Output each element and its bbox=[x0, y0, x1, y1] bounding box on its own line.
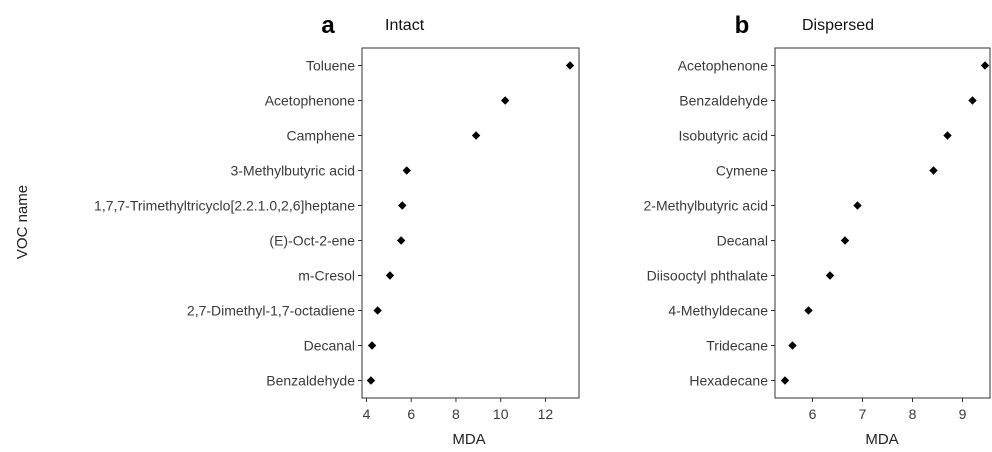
panel-a-title: Intact bbox=[385, 17, 425, 34]
panel-b-y-tick-label: Decanal bbox=[717, 233, 768, 249]
panel-b-data-point bbox=[929, 166, 938, 175]
panel-b-y-tick-label: Cymene bbox=[716, 163, 768, 179]
panel-b-data-point bbox=[853, 201, 862, 210]
panel-a-x-tick-label: 4 bbox=[363, 406, 371, 422]
panel-b-data-point bbox=[804, 306, 813, 315]
panel-a-y-tick-label: 1,7,7-Trimethyltricyclo[2.2.1.0,2,6]hept… bbox=[94, 198, 355, 214]
panel-a-xlabel: MDA bbox=[452, 431, 485, 448]
panel-b-data-point bbox=[840, 236, 850, 245]
panel-a-data-point bbox=[366, 376, 376, 385]
panel-b-y-tick-label: Diisooctyl phthalate bbox=[647, 268, 769, 284]
panel-a-data-point bbox=[385, 271, 395, 280]
panel-a-x-tick-label: 6 bbox=[407, 406, 415, 422]
panel-b-x-tick-label: 6 bbox=[809, 406, 817, 422]
panel-a-plot-frame bbox=[361, 47, 580, 399]
panel-a-chart: a Intact VOC name MDA Toluene Acetophenon… bbox=[14, 12, 580, 448]
panel-a-y-tick-label: m-Cresol bbox=[298, 268, 355, 284]
panel-a-data-point bbox=[402, 166, 411, 175]
panel-a-data-point bbox=[396, 236, 406, 245]
panel-a-y-tick-label: 2,7-Dimethyl-1,7-octadiene bbox=[187, 303, 355, 319]
panel-b-data-point bbox=[980, 61, 990, 70]
panel-b-data-point bbox=[788, 341, 797, 350]
panel-b-title: Dispersed bbox=[802, 17, 874, 34]
panel-a-y-tick-label: Acetophenone bbox=[265, 93, 356, 109]
panel-b-data-point bbox=[825, 271, 835, 280]
panel-a-x-tick-label: 12 bbox=[538, 406, 554, 422]
panel-b-x-tick-label: 9 bbox=[959, 406, 967, 422]
panel-a-data-point bbox=[471, 131, 481, 140]
panel-a-y-tick-label: 3-Methylbutyric acid bbox=[231, 163, 356, 179]
panel-a-data-point bbox=[500, 96, 510, 105]
panel-b-letter: b bbox=[735, 12, 750, 39]
panel-b-y-tick-label: 2-Methylbutyric acid bbox=[644, 198, 769, 214]
panel-a-data-point bbox=[398, 201, 407, 210]
panel-b-data-point bbox=[943, 131, 952, 140]
panel-b-plot-frame bbox=[774, 47, 991, 399]
panel-b-x-tick-label: 7 bbox=[859, 406, 867, 422]
panel-a-letter: a bbox=[321, 12, 335, 39]
panel-a-data-point bbox=[565, 61, 575, 70]
panel-b-y-tick-label: Hexadecane bbox=[689, 373, 768, 389]
panel-b-y-tick-label: Acetophenone bbox=[678, 58, 769, 74]
panel-b-x-tick-label: 8 bbox=[909, 406, 917, 422]
panel-b-y-tick-label: Tridecane bbox=[706, 338, 768, 354]
panel-b-y-tick-label: Benzaldehyde bbox=[679, 93, 768, 109]
panel-a-data-point bbox=[373, 306, 382, 315]
panel-b-chart: b Dispersed MDA Acetophenone Benzaldehyde… bbox=[644, 12, 991, 448]
panel-a-y-tick-label: Decanal bbox=[304, 338, 355, 354]
panel-a-x-tick-label: 10 bbox=[493, 406, 509, 422]
panel-a-ylabel: VOC name bbox=[14, 185, 31, 259]
panel-b-xlabel: MDA bbox=[865, 431, 898, 448]
panel-a-y-tick-label: Toluene bbox=[306, 58, 355, 74]
panel-a-y-tick-label: (E)-Oct-2-ene bbox=[269, 233, 355, 249]
panel-a-x-tick-label: 8 bbox=[452, 406, 460, 422]
panel-a-data-point bbox=[367, 341, 377, 350]
panel-a-y-tick-label: Benzaldehyde bbox=[266, 373, 355, 389]
panel-b-data-point bbox=[968, 96, 977, 105]
panel-a-y-tick-label: Camphene bbox=[287, 128, 356, 144]
panel-b-data-point bbox=[780, 376, 790, 385]
panel-b-y-tick-label: Isobutyric acid bbox=[679, 128, 768, 144]
panel-b-y-tick-label: 4-Methyldecane bbox=[668, 303, 768, 319]
